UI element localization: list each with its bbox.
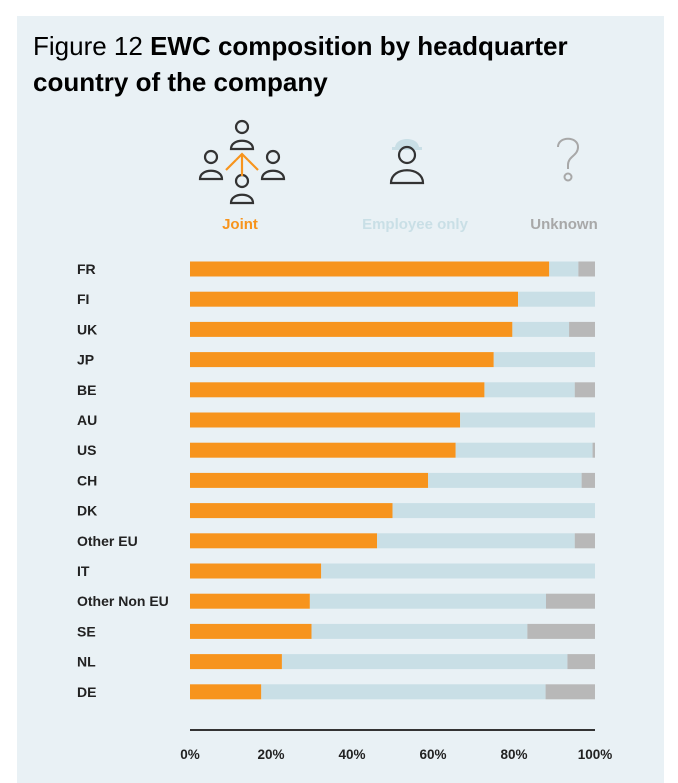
bar-segment-employee-only bbox=[261, 684, 546, 700]
bar-segment-employee-only bbox=[455, 442, 593, 458]
category-label: FI bbox=[77, 291, 89, 307]
bar-segment-joint bbox=[190, 382, 485, 398]
category-label: Other EU bbox=[77, 533, 138, 549]
category-label: JP bbox=[77, 352, 94, 368]
figure-label: Figure 12 bbox=[33, 31, 143, 61]
figure-title: Figure 12 EWC composition by headquarter… bbox=[33, 28, 653, 100]
bar-segment-employee-only bbox=[493, 352, 595, 368]
category-label: US bbox=[77, 442, 96, 458]
x-tick-label: 40% bbox=[338, 747, 365, 762]
x-tick-label: 0% bbox=[180, 747, 200, 762]
bar-segment-employee-only bbox=[309, 593, 546, 609]
legend-unknown: Unknown bbox=[530, 216, 598, 233]
bar-segment-joint bbox=[190, 533, 378, 549]
category-label: IT bbox=[77, 563, 90, 579]
legend-employee-only: Employee only bbox=[362, 216, 468, 233]
bar-segment-unknown bbox=[569, 321, 595, 337]
bar-segment-employee-only bbox=[321, 563, 595, 579]
bar-segment-employee-only bbox=[460, 412, 595, 428]
bar-segment-joint bbox=[190, 593, 310, 609]
bar-segment-employee-only bbox=[281, 654, 568, 670]
bar-segment-joint bbox=[190, 503, 393, 519]
bar-segment-unknown bbox=[567, 654, 595, 670]
category-label: BE bbox=[77, 382, 96, 398]
bar-segment-joint bbox=[190, 563, 322, 579]
bar-segment-unknown bbox=[545, 684, 595, 700]
bar-segment-joint bbox=[190, 321, 513, 337]
legend-joint: Joint bbox=[222, 216, 258, 233]
bar-segment-joint bbox=[190, 352, 494, 368]
x-tick-label: 60% bbox=[419, 747, 446, 762]
category-label: SE bbox=[77, 623, 96, 639]
category-label: DE bbox=[77, 684, 96, 700]
bar-segment-joint bbox=[190, 442, 456, 458]
bar-segment-employee-only bbox=[392, 503, 595, 519]
bar-segment-employee-only bbox=[311, 623, 528, 639]
category-label: DK bbox=[77, 503, 97, 519]
bar-segment-employee-only bbox=[484, 382, 575, 398]
category-label: UK bbox=[77, 321, 97, 337]
bar-segment-employee-only bbox=[512, 321, 570, 337]
bar-segment-employee-only bbox=[518, 291, 595, 307]
bar-segment-employee-only bbox=[377, 533, 575, 549]
bar-segment-joint bbox=[190, 261, 550, 277]
figure-main-title: EWC composition by headquarter country o… bbox=[33, 31, 568, 97]
category-label: NL bbox=[77, 654, 96, 670]
question-mark-icon bbox=[557, 137, 580, 182]
bar-segment-unknown bbox=[578, 261, 595, 277]
x-tick-label: 80% bbox=[500, 747, 527, 762]
bar-segment-employee-only bbox=[428, 472, 582, 488]
x-tick-label: 20% bbox=[257, 747, 284, 762]
people-network-icon bbox=[198, 119, 286, 205]
bar-segment-unknown bbox=[581, 472, 595, 488]
bar-segment-unknown bbox=[592, 442, 595, 458]
worker-hardhat-icon bbox=[389, 139, 425, 185]
category-label: AU bbox=[77, 412, 97, 428]
bar-segment-unknown bbox=[574, 382, 595, 398]
bar-segment-unknown bbox=[574, 533, 595, 549]
category-label: Other Non EU bbox=[77, 593, 169, 609]
bar-segment-joint bbox=[190, 412, 461, 428]
bar-segment-joint bbox=[190, 623, 312, 639]
category-label: CH bbox=[77, 472, 97, 488]
x-tick-label: 100% bbox=[578, 747, 613, 762]
bar-segment-employee-only bbox=[549, 261, 579, 277]
category-label: FR bbox=[77, 261, 96, 277]
bar-segment-joint bbox=[190, 684, 262, 700]
bar-segment-unknown bbox=[545, 593, 595, 609]
bar-segment-joint bbox=[190, 291, 519, 307]
bar-segment-joint bbox=[190, 654, 282, 670]
bar-segment-unknown bbox=[527, 623, 595, 639]
bar-segment-joint bbox=[190, 472, 429, 488]
